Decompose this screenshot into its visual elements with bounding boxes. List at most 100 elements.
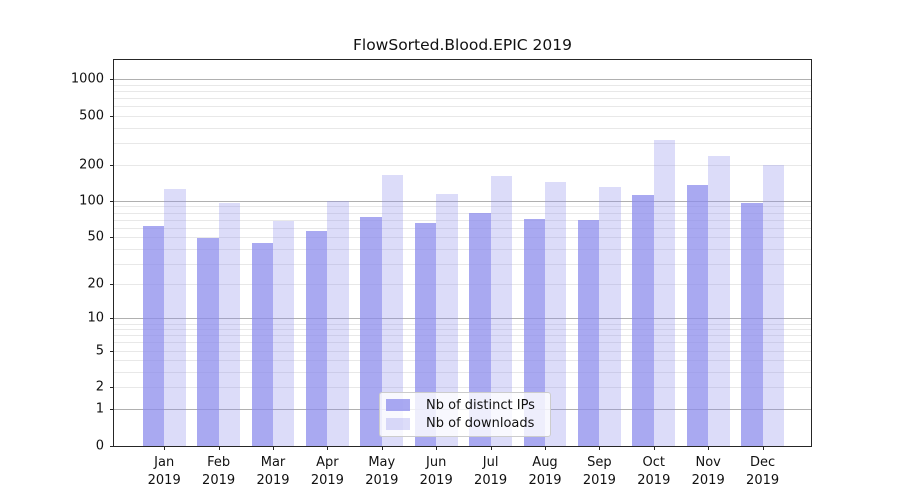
x-tick-label: Apr 2019	[310, 455, 344, 488]
y-tick-label: 100	[79, 193, 104, 209]
y-tick-label: 500	[79, 108, 104, 124]
legend-label-downloads: Nb of downloads	[426, 416, 535, 432]
legend-swatch-downloads	[386, 417, 410, 430]
minor-gridline	[114, 206, 811, 208]
x-tick-label: Jul 2019	[474, 455, 508, 488]
bar-downloads	[218, 203, 240, 446]
x-tick-mark	[490, 446, 492, 450]
bar-distinct-ips	[197, 237, 219, 446]
y-tick-label: 5	[95, 343, 104, 359]
y-tick-mark	[110, 318, 114, 320]
y-tick-mark	[110, 200, 114, 202]
minor-gridline	[114, 329, 811, 331]
bar-distinct-ips	[142, 225, 165, 446]
y-tick-mark	[110, 164, 114, 166]
bar-downloads	[273, 220, 295, 446]
x-tick-mark	[653, 446, 655, 450]
bar-downloads	[545, 181, 567, 446]
x-tick-label: Sep 2019	[582, 455, 616, 488]
minor-gridline	[114, 219, 811, 221]
bar-distinct-ips	[251, 243, 273, 446]
bar-downloads	[381, 174, 404, 446]
major-gridline	[114, 318, 811, 320]
minor-gridline	[114, 227, 811, 229]
minor-gridline	[114, 85, 811, 87]
bar-downloads	[164, 189, 186, 446]
bar-downloads	[762, 165, 784, 446]
x-tick-mark	[218, 446, 220, 450]
y-tick-mark	[110, 445, 114, 447]
x-tick-mark	[599, 446, 601, 450]
x-tick-mark	[273, 446, 274, 450]
y-tick-label: 10	[87, 310, 104, 326]
y-tick-mark	[110, 116, 114, 118]
x-tick-label: Jun 2019	[419, 455, 453, 488]
plot-area: 0 1 2 5 10 20 50 100 200 500 1000 Jan 2019 Feb 2019 M…	[71, 59, 812, 488]
bar-distinct-ips	[578, 220, 600, 446]
minor-gridline	[114, 350, 811, 352]
bar-downloads	[599, 186, 621, 446]
minor-gridline	[114, 116, 811, 118]
major-gridline	[114, 200, 811, 202]
x-tick-label: Oct 2019	[637, 455, 671, 488]
minor-gridline	[114, 91, 811, 93]
legend-entry-distinct-ips: Nb of distinct IPs	[386, 396, 542, 415]
major-gridline	[114, 79, 811, 81]
x-tick-mark	[436, 446, 438, 450]
x-tick-label: Nov 2019	[691, 455, 725, 488]
y-tick-label: 200	[79, 157, 104, 172]
y-tick-mark	[110, 408, 114, 410]
y-tick-label: 20	[87, 276, 104, 292]
minor-gridline	[114, 248, 811, 250]
x-tick-mark	[545, 446, 546, 450]
minor-gridline	[114, 387, 811, 389]
x-tick-mark	[164, 446, 166, 450]
minor-gridline	[114, 164, 811, 166]
minor-gridline	[114, 360, 811, 362]
y-tick-label: 50	[87, 229, 104, 245]
y-tick-mark	[110, 79, 114, 81]
bar-distinct-ips	[414, 223, 437, 446]
y-tick-mark	[110, 237, 114, 239]
minor-gridline	[114, 143, 811, 145]
minor-gridline	[114, 127, 811, 129]
x-tick-mark	[381, 446, 383, 450]
x-tick-label: Dec 2019	[746, 455, 780, 488]
y-tick-mark	[110, 350, 114, 352]
y-tick-mark	[110, 387, 114, 389]
legend-label-distinct-ips: Nb of distinct IPs	[426, 397, 535, 413]
y-tick-mark	[110, 284, 114, 286]
bar-distinct-ips	[741, 202, 763, 446]
legend-swatch-distinct-ips	[386, 399, 410, 412]
bar-distinct-ips	[360, 216, 382, 446]
x-tick-label: Mar 2019	[256, 455, 290, 488]
x-tick-mark	[762, 446, 764, 450]
bar-distinct-ips	[523, 219, 545, 446]
minor-gridline	[114, 98, 811, 100]
x-tick-mark	[708, 446, 710, 450]
bar-downloads	[327, 200, 349, 446]
bar-distinct-ips	[632, 195, 654, 446]
y-tick-label: 2	[95, 379, 104, 395]
minor-gridline	[114, 323, 811, 325]
x-tick-mark	[327, 446, 329, 450]
bar-downloads	[708, 155, 730, 446]
minor-gridline	[114, 237, 811, 239]
x-tick-label: Feb 2019	[202, 455, 236, 488]
bar-downloads	[490, 176, 512, 446]
y-tick-label: 1000	[70, 71, 104, 87]
minor-gridline	[114, 263, 811, 265]
bar-distinct-ips	[306, 230, 328, 446]
bar-distinct-ips	[686, 184, 709, 446]
minor-gridline	[114, 284, 811, 286]
minor-gridline	[114, 335, 811, 337]
x-tick-label: Jan 2019	[147, 455, 181, 488]
minor-gridline	[114, 212, 811, 214]
x-tick-label: May 2019	[365, 455, 399, 488]
chart-title: FlowSorted.Blood.EPIC 2019	[352, 36, 573, 54]
minor-gridline	[114, 106, 811, 108]
y-tick-label: 0	[95, 438, 104, 453]
minor-gridline	[114, 342, 811, 344]
bar-downloads	[653, 140, 676, 446]
